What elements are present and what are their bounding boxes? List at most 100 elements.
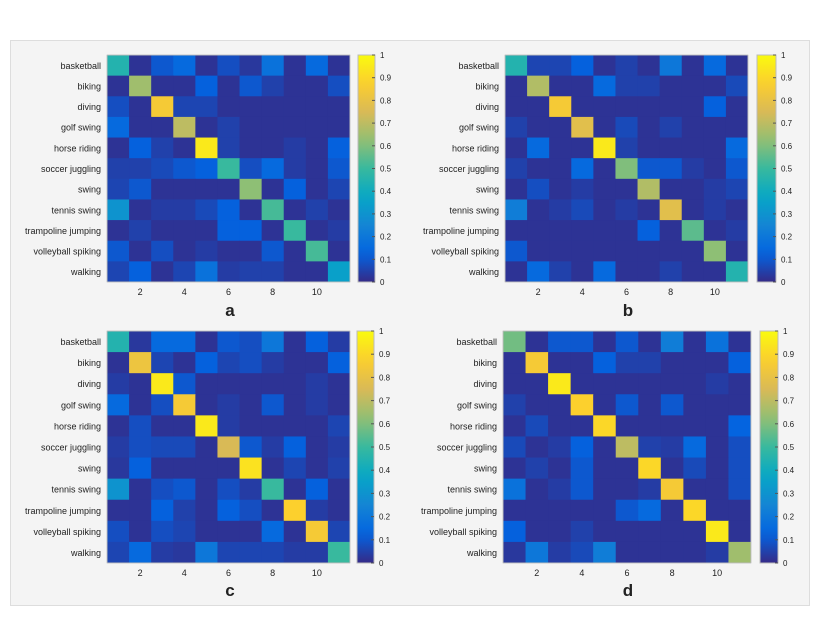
heatmap-cell <box>549 220 572 242</box>
heatmap-cell <box>681 178 705 200</box>
heatmap-cell <box>173 116 196 139</box>
heatmap-cell <box>615 220 639 242</box>
heatmap-cell <box>195 331 218 353</box>
heatmap-cell <box>615 541 639 564</box>
x-tick-label: 8 <box>270 568 275 578</box>
heatmap-cell <box>107 352 130 374</box>
heatmap-cell <box>195 499 218 522</box>
heatmap-cell <box>239 520 263 543</box>
heatmap-cell <box>637 261 661 283</box>
y-tick-label: diving <box>475 102 499 112</box>
heatmap-cell <box>305 178 329 200</box>
x-tick-label: 4 <box>580 287 585 297</box>
heatmap-cell <box>705 499 729 522</box>
heatmap-cell <box>239 116 263 139</box>
heatmap-cell <box>549 178 572 200</box>
heatmap-cell <box>505 199 528 221</box>
heatmap-cell <box>593 541 617 564</box>
heatmap-cell <box>239 240 263 262</box>
heatmap-cell <box>107 75 130 97</box>
heatmap-cell <box>525 499 549 522</box>
heatmap-cell <box>681 261 705 283</box>
heatmap-cell <box>503 541 527 564</box>
colorbar-tick-label: 0.5 <box>379 443 391 452</box>
colorbar-tick-label: 0 <box>379 559 384 568</box>
heatmap-cell <box>195 199 218 221</box>
heatmap-cell <box>283 499 307 522</box>
heatmap-cell <box>327 499 351 522</box>
heatmap-cell <box>681 199 705 221</box>
heatmap-cell <box>129 116 152 139</box>
heatmap-cell <box>305 541 329 564</box>
y-tick-label: basketball <box>60 337 101 347</box>
y-tick-label: diving <box>77 102 101 112</box>
heatmap-cell <box>173 415 196 437</box>
y-tick-label: trampoline jumping <box>421 506 497 516</box>
heatmap-cell <box>527 220 550 242</box>
heatmap-cell <box>548 520 572 543</box>
colorbar-tick-label: 0.1 <box>380 255 392 264</box>
heatmap-cell <box>239 352 263 374</box>
heatmap-cell <box>305 394 329 416</box>
heatmap-cell <box>593 75 616 97</box>
x-tick-label: 2 <box>536 287 541 297</box>
heatmap-cell <box>129 261 152 283</box>
heatmap-cell <box>261 116 285 139</box>
heatmap-cell <box>151 541 174 564</box>
heatmap-cell <box>217 499 241 522</box>
heatmap-cell <box>217 75 241 97</box>
heatmap-cell <box>549 261 572 283</box>
heatmap-cell <box>195 75 218 97</box>
heatmap-cell <box>283 199 307 221</box>
colorbar-tick-label: 1 <box>781 51 786 60</box>
heatmap-cell <box>217 541 241 564</box>
heatmap-cell <box>503 520 527 543</box>
heatmap-cell <box>660 373 684 395</box>
heatmap-cell <box>703 220 727 242</box>
colorbar-tick-label: 0.7 <box>380 119 392 128</box>
colorbar-tick-label: 0.2 <box>379 513 391 522</box>
heatmap-cell <box>239 331 263 353</box>
heatmap-cell <box>660 415 684 437</box>
heatmap-cell <box>195 415 218 437</box>
y-tick-label: walking <box>70 548 101 558</box>
heatmap-cell <box>217 137 241 159</box>
heatmap-cell <box>503 373 527 395</box>
heatmap-cell <box>703 158 727 180</box>
heatmap-cell <box>107 116 130 139</box>
heatmap-cell <box>725 116 749 139</box>
heatmap-cell <box>327 75 351 97</box>
y-tick-label: soccer juggling <box>41 443 101 453</box>
heatmap-cell <box>129 178 152 200</box>
heatmap-cell <box>107 415 130 437</box>
heatmap-cell <box>527 137 550 159</box>
heatmap-cell <box>703 96 727 118</box>
heatmap-cell <box>660 499 684 522</box>
heatmap-cell <box>327 394 351 416</box>
y-tick-label: biking <box>77 81 101 91</box>
heatmap-cell <box>637 240 661 262</box>
y-tick-label: trampoline jumping <box>423 226 499 236</box>
heatmap-cell <box>239 541 263 564</box>
heatmap-cell <box>239 158 263 180</box>
heatmap-cell <box>305 158 329 180</box>
heatmap-cell <box>129 373 152 395</box>
heatmap-cell <box>703 240 727 262</box>
heatmap-cell <box>725 137 749 159</box>
heatmap-cell <box>615 436 639 459</box>
heatmap-cell <box>239 373 263 395</box>
heatmap-cell <box>659 96 683 118</box>
y-tick-label: golf swing <box>61 123 101 133</box>
heatmap-cell <box>615 55 639 77</box>
heatmap-cell <box>728 499 752 522</box>
heatmap-cell <box>261 520 285 543</box>
heatmap-cell <box>705 331 729 353</box>
heatmap-cell <box>659 240 683 262</box>
heatmap-cell <box>305 331 329 353</box>
heatmap-cell <box>615 116 639 139</box>
heatmap-cell <box>327 116 351 139</box>
heatmap-cell <box>107 158 130 180</box>
x-tick-label: 10 <box>312 287 322 297</box>
y-tick-label: walking <box>70 267 101 277</box>
heatmap-cell <box>283 116 307 139</box>
